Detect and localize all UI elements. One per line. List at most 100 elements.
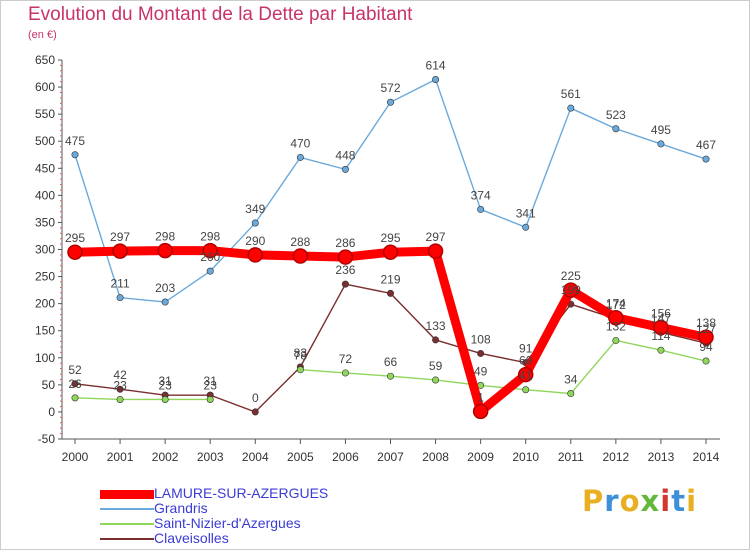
- series-line-saint-nizier-d-azergues: [299, 339, 707, 395]
- data-label: 133: [426, 319, 446, 333]
- data-point-lamure-sur-azergues: [67, 244, 83, 260]
- data-point-lamure-sur-azergues: [517, 366, 534, 383]
- data-point-grandris: [567, 104, 575, 112]
- y-tick-label: 400: [35, 188, 55, 202]
- data-label: 52: [68, 363, 82, 377]
- data-label: 49: [474, 364, 488, 378]
- data-point-lamure-sur-azergues: [292, 248, 309, 264]
- data-point-saint-nizier-d-azergues: [341, 369, 349, 377]
- data-label: 91: [519, 342, 533, 356]
- data-label: 69: [519, 354, 533, 368]
- data-point-saint-nizier-d-azergues: [522, 386, 530, 394]
- data-point-grandris: [477, 205, 485, 213]
- data-label: 0: [252, 391, 259, 405]
- series-line-saint-nizier-d-azergues: [74, 397, 211, 401]
- data-label: 83: [294, 346, 308, 360]
- data-label: 297: [426, 230, 446, 244]
- x-tick-label: 2012: [603, 450, 630, 464]
- data-label: 288: [290, 235, 310, 249]
- data-label: 298: [155, 230, 175, 244]
- data-point-lamure-sur-azergues: [337, 249, 354, 265]
- logo-letter: x: [640, 484, 661, 518]
- data-label: 23: [113, 378, 127, 392]
- data-label: 260: [200, 250, 220, 264]
- y-tick-label: 50: [42, 378, 56, 392]
- data-point-grandris: [702, 155, 710, 163]
- data-label: 295: [380, 231, 400, 245]
- x-tick-label: 2011: [558, 450, 584, 464]
- legend-swatch: [100, 489, 154, 499]
- data-label: 475: [65, 134, 85, 148]
- data-point-claveisolles: [71, 380, 79, 388]
- chart-unit-label: (en €): [28, 29, 57, 41]
- logo-letter: i: [660, 484, 672, 518]
- data-label: 349: [245, 202, 265, 216]
- x-tick-label: 2013: [648, 450, 675, 464]
- data-point-saint-nizier-d-azergues: [386, 372, 394, 380]
- data-label: 59: [429, 359, 443, 373]
- data-point-lamure-sur-azergues: [653, 319, 669, 336]
- data-point-lamure-sur-azergues: [157, 242, 173, 259]
- y-tick-label: 0: [48, 405, 55, 419]
- x-tick-label: 2007: [377, 450, 404, 464]
- data-label: 341: [516, 206, 536, 220]
- data-label: 561: [561, 87, 581, 101]
- legend-label: Grandris: [154, 500, 208, 516]
- data-label: 211: [111, 277, 130, 291]
- data-point-lamure-sur-azergues: [112, 243, 128, 259]
- y-tick-label: 500: [35, 134, 55, 148]
- data-label: 114: [651, 329, 670, 343]
- legend-label: Saint-Nizier-d'Azergues: [154, 515, 301, 531]
- data-label: 495: [651, 123, 671, 137]
- x-tick-label: 2002: [152, 450, 179, 464]
- data-label: 23: [204, 378, 218, 392]
- data-point-lamure-sur-azergues: [563, 282, 579, 298]
- data-label: 147: [651, 311, 671, 325]
- data-label: 1: [477, 390, 484, 404]
- x-tick-label: 2010: [512, 450, 539, 464]
- data-point-grandris: [612, 125, 620, 133]
- data-point-grandris: [206, 267, 214, 275]
- data-point-saint-nizier-d-azergues: [116, 395, 124, 403]
- data-label: 572: [380, 81, 400, 95]
- data-label: 31: [158, 374, 172, 388]
- x-tick-label: 2006: [332, 450, 359, 464]
- data-label: 156: [651, 306, 671, 320]
- legend-swatch: [100, 538, 154, 540]
- data-label: 298: [200, 230, 220, 244]
- data-point-claveisolles: [477, 349, 485, 357]
- data-label: 172: [606, 298, 626, 312]
- data-point-saint-nizier-d-azergues: [612, 336, 620, 344]
- y-tick-label: -50: [38, 432, 56, 446]
- chart-axes: -50 0 50 100 150 200 250 300 350 400 450 500 550 600 6…: [35, 53, 720, 464]
- x-tick-label: 2009: [467, 450, 494, 464]
- y-tick-label: 550: [35, 107, 55, 121]
- data-point-grandris: [432, 75, 440, 83]
- logo-letter: P: [582, 484, 605, 518]
- data-point-saint-nizier-d-azergues: [567, 390, 575, 398]
- data-point-claveisolles: [251, 408, 259, 416]
- y-tick-label: 150: [35, 324, 55, 338]
- y-tick-label: 100: [35, 351, 55, 365]
- data-point-grandris: [296, 153, 304, 161]
- data-point-saint-nizier-d-azergues: [206, 395, 214, 403]
- y-tick-label: 200: [35, 297, 55, 311]
- data-label: 174: [606, 297, 626, 311]
- y-tick-label: 600: [35, 80, 55, 94]
- data-point-claveisolles: [341, 280, 349, 288]
- y-tick-label: 650: [35, 53, 55, 67]
- x-tick-label: 2001: [107, 450, 134, 464]
- series-layer: [67, 75, 714, 420]
- data-point-lamure-sur-azergues: [698, 329, 714, 345]
- data-point-grandris: [522, 223, 530, 231]
- data-label: 614: [426, 58, 446, 72]
- data-label: 34: [564, 373, 578, 387]
- data-label: 448: [335, 148, 355, 162]
- y-tick-label: 250: [35, 270, 55, 284]
- data-point-saint-nizier-d-azergues: [296, 366, 304, 374]
- data-label: 72: [339, 352, 353, 366]
- data-point-grandris: [341, 165, 349, 173]
- x-tick-label: 2004: [242, 450, 269, 464]
- data-point-saint-nizier-d-azergues: [657, 346, 665, 354]
- chart-title: Evolution du Montant de la Dette par Hab…: [28, 4, 413, 25]
